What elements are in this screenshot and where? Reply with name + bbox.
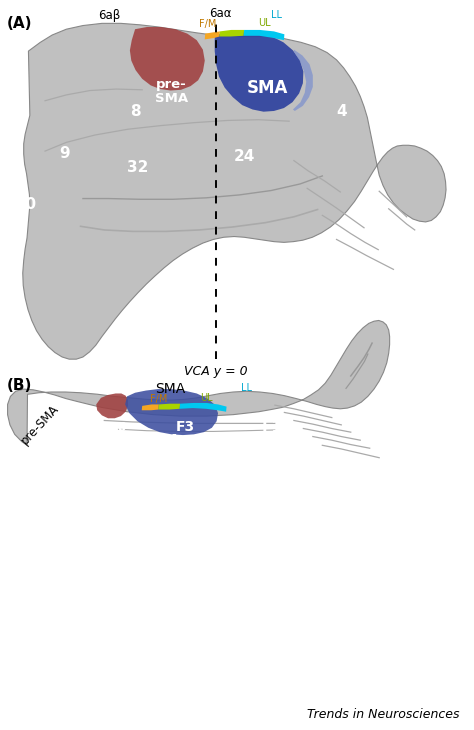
Polygon shape [125,389,218,435]
Polygon shape [215,31,303,112]
Text: SMA: SMA [155,382,186,396]
Polygon shape [23,23,446,359]
Text: F1: F1 [262,420,283,434]
Text: Trends in Neurosciences: Trends in Neurosciences [307,708,460,721]
Text: 32: 32 [84,460,106,474]
Text: F/M: F/M [150,393,167,404]
Text: 9: 9 [60,146,70,161]
Polygon shape [244,30,284,40]
Text: pre-SMA: pre-SMA [18,402,62,447]
Text: LL: LL [271,10,282,20]
Text: (A): (A) [7,16,33,31]
Polygon shape [293,50,313,111]
Text: 32: 32 [127,161,148,175]
Polygon shape [158,404,180,410]
Text: F3: F3 [175,420,194,434]
Polygon shape [219,30,244,36]
Polygon shape [130,27,205,91]
Text: 24: 24 [233,150,255,164]
Polygon shape [180,403,227,412]
Polygon shape [8,320,390,445]
Polygon shape [96,393,128,418]
Text: UL: UL [258,18,270,28]
Polygon shape [205,31,220,39]
Text: 9: 9 [40,447,50,461]
Text: 6aβ: 6aβ [98,9,120,22]
Text: 10: 10 [8,469,28,483]
Text: 6aα: 6aα [209,7,232,20]
Text: LL: LL [241,383,252,393]
Text: 8: 8 [82,431,93,445]
Text: 29/30: 29/30 [277,456,325,471]
Text: pre-
SMA: pre- SMA [155,78,188,104]
Text: 10: 10 [16,197,36,212]
Text: F6: F6 [110,420,127,434]
Text: VCA y = 0: VCA y = 0 [184,365,247,378]
Text: F/M: F/M [199,19,216,29]
Text: 8: 8 [130,104,140,119]
Text: UL: UL [200,393,212,403]
Text: (B): (B) [7,377,33,393]
Text: SMA: SMA [247,79,289,96]
Text: 24: 24 [157,434,179,449]
Text: 4: 4 [336,104,346,119]
Text: 23: 23 [292,438,314,453]
Polygon shape [142,404,159,410]
